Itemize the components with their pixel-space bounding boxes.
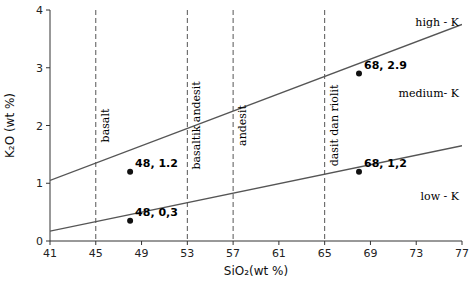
y-axis-label: K₂O (wt %)	[3, 93, 17, 158]
x-tick-label: 41	[43, 247, 57, 260]
data-point	[127, 218, 133, 224]
region-label: high - K	[415, 16, 459, 29]
x-tick	[95, 241, 96, 245]
y-tick	[46, 10, 50, 11]
data-point	[127, 169, 133, 175]
x-axis-label: SiO₂(wt %)	[224, 264, 288, 278]
y-tick	[46, 67, 50, 68]
region-label: low - K	[421, 190, 460, 203]
x-tick-label: 69	[363, 247, 377, 260]
x-tick	[278, 241, 279, 245]
dashed-vline	[95, 10, 96, 241]
x-tick	[187, 241, 188, 245]
zone-label: basaltik andesit	[190, 81, 203, 170]
x-tick-label: 73	[409, 247, 423, 260]
x-tick-label: 61	[272, 247, 286, 260]
y-tick-label: 2	[36, 120, 43, 133]
x-tick	[141, 241, 142, 245]
point-label: 68, 1,2	[364, 157, 407, 170]
region-label: medium- K	[399, 87, 460, 100]
boundary-line	[50, 146, 462, 231]
x-tick	[416, 241, 417, 245]
zone-label: basalt	[99, 108, 112, 142]
y-tick-label: 4	[36, 4, 43, 17]
y-tick-label: 3	[36, 62, 43, 75]
x-tick	[462, 241, 463, 245]
dashed-vline	[233, 10, 234, 241]
y-tick-label: 1	[36, 177, 43, 190]
zone-label: dasit dan riolit	[328, 84, 341, 166]
point-label: 48, 1.2	[135, 157, 178, 170]
x-tick-label: 57	[226, 247, 240, 260]
data-point	[356, 169, 362, 175]
y-tick	[46, 241, 50, 242]
x-tick-label: 49	[135, 247, 149, 260]
zone-label: andesit	[236, 105, 249, 146]
x-tick	[370, 241, 371, 245]
x-tick	[324, 241, 325, 245]
labels: 48, 1.2 48, 0,3 68, 2.9 68, 1,2 basalt basalt…	[99, 16, 460, 219]
point-label: 68, 2.9	[364, 59, 407, 72]
y-tick	[46, 183, 50, 184]
point-label: 48, 0,3	[135, 206, 178, 219]
x-tick-label: 77	[455, 247, 469, 260]
chart: 41 45 49 53 57 61 65 69 73 77 0 1 2 3 4 SiO₂(wt %) K₂O (…	[0, 0, 474, 281]
x-tick-label: 65	[318, 247, 332, 260]
y-tick-label: 0	[36, 235, 43, 248]
boundary-line	[50, 24, 462, 180]
data-point	[356, 71, 362, 77]
x-tick	[233, 241, 234, 245]
plot-area	[50, 10, 462, 241]
x-tick-label: 53	[180, 247, 194, 260]
y-tick	[46, 125, 50, 126]
axes: 41 45 49 53 57 61 65 69 73 77 0 1 2 3 4	[36, 4, 469, 260]
x-tick	[50, 241, 51, 245]
x-tick-label: 45	[89, 247, 103, 260]
dashed-vline	[324, 10, 325, 241]
x-axis-line	[50, 241, 462, 242]
dashed-vline	[187, 10, 188, 241]
